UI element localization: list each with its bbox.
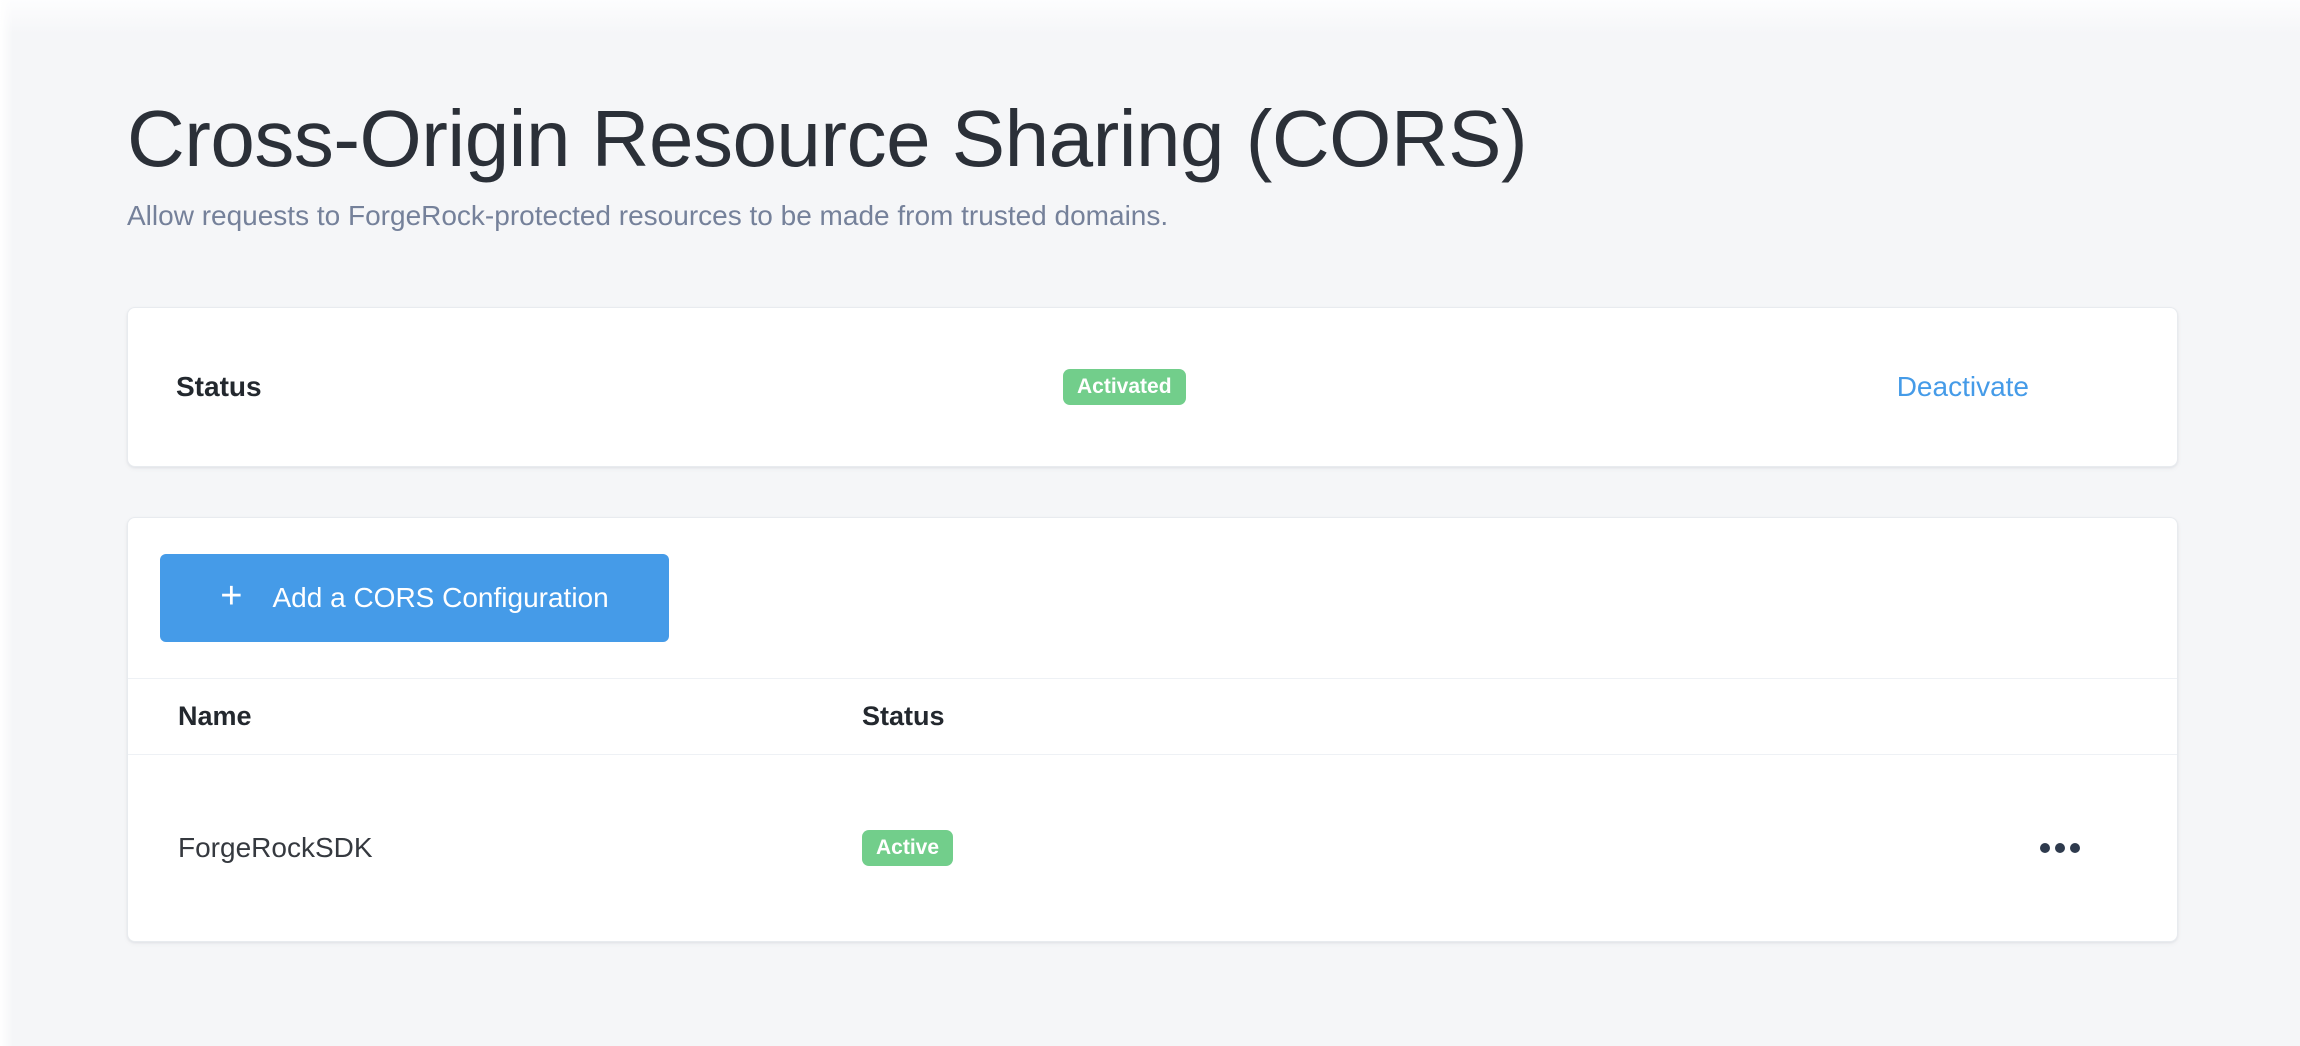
plus-icon: + [220, 575, 243, 618]
deactivate-link[interactable]: Deactivate [1896, 370, 2029, 402]
page-title: Cross-Origin Resource Sharing (CORS) [127, 94, 1528, 183]
column-header-status: Status [862, 700, 945, 731]
cors-settings-page: Cross-Origin Resource Sharing (CORS) All… [127, 94, 2178, 942]
row-ellipsis-menu-icon[interactable] [2038, 837, 2082, 859]
table-header-row: Name Status [128, 679, 2177, 754]
page-subtitle: Allow requests to ForgeRock-protected re… [127, 200, 1169, 232]
column-header-name: Name [178, 700, 252, 731]
config-status-cell: Active [862, 829, 1937, 866]
add-cors-configuration-label: Add a CORS Configuration [272, 581, 609, 613]
config-toolbar: + Add a CORS Configuration [128, 518, 2177, 678]
table-top-divider [128, 677, 2177, 679]
table-header-divider [128, 753, 2177, 755]
row-actions-cell [2038, 837, 2082, 859]
status-label: Status [176, 370, 262, 402]
status-card: Status Activated Deactivate [127, 306, 2178, 467]
table-row[interactable]: ForgeRockSDK Active [128, 755, 2177, 941]
config-name: ForgeRockSDK [178, 831, 373, 863]
status-badge: Activated [1063, 368, 1186, 405]
add-cors-configuration-button[interactable]: + Add a CORS Configuration [160, 553, 669, 642]
active-status-badge: Active [862, 829, 954, 866]
cors-configurations-card: + Add a CORS Configuration Name Status F… [127, 516, 2178, 942]
